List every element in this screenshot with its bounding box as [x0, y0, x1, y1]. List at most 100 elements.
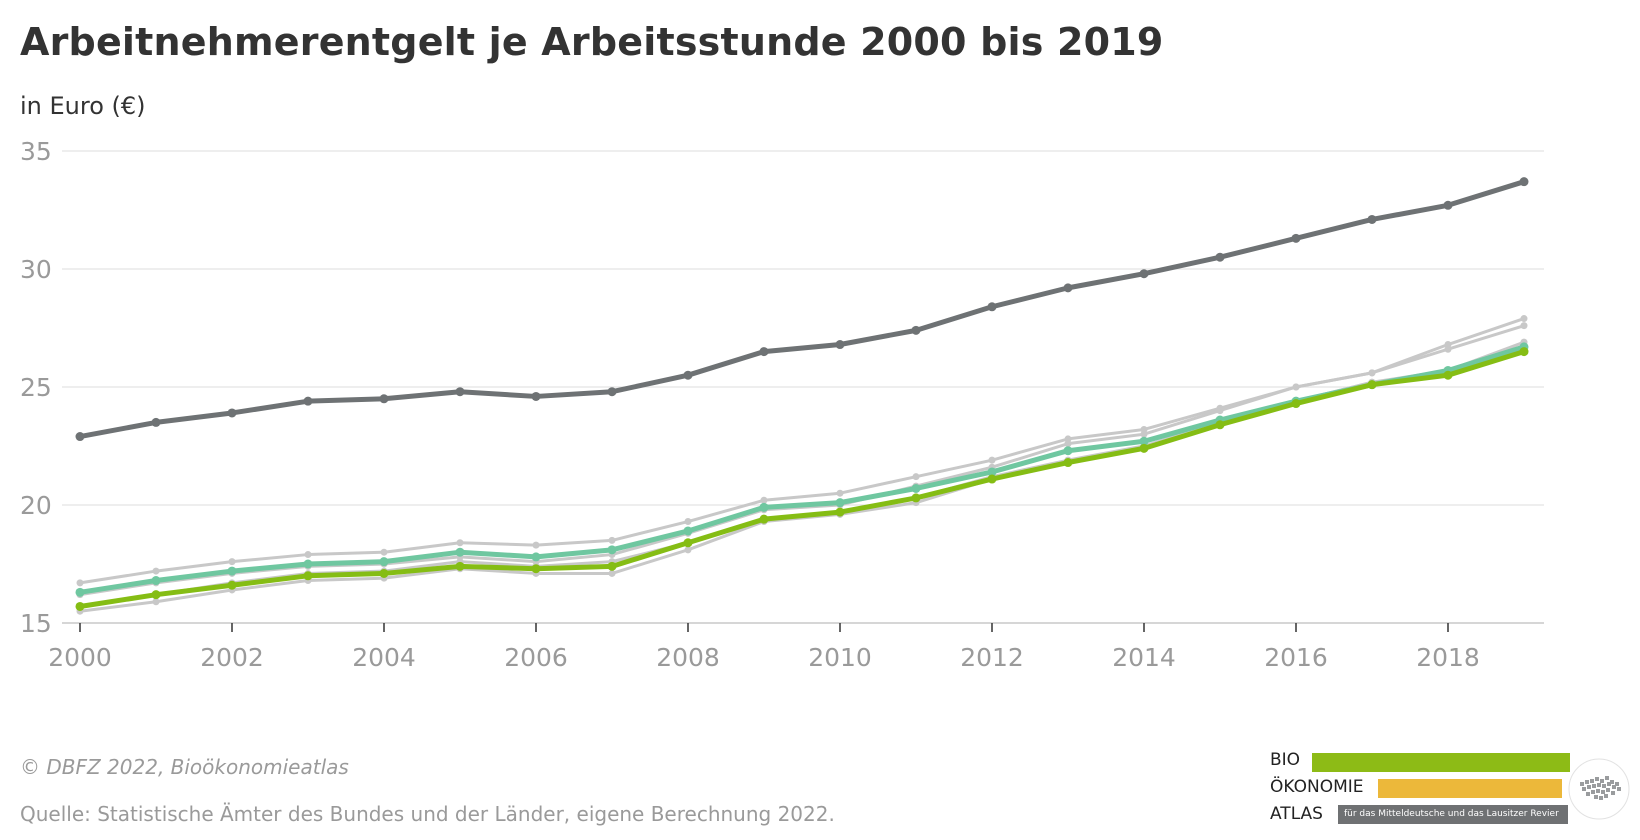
data-point [911, 483, 921, 493]
data-point [379, 568, 389, 578]
x-tick-label: 2012 [960, 643, 1024, 672]
copyright-note: © DBFZ 2022, Bioökonomieatlas [20, 755, 349, 779]
data-point [911, 493, 921, 503]
logo-word-atlas: ATLAS [1270, 804, 1323, 824]
logo-bar-yellow [1378, 779, 1562, 798]
data-point [836, 489, 844, 497]
x-tick-label: 2014 [1112, 643, 1176, 672]
x-tick-label: 2000 [48, 643, 112, 672]
data-point [683, 538, 693, 548]
data-point [151, 576, 161, 586]
data-point [455, 547, 465, 557]
data-point [227, 566, 237, 576]
y-axis-labels: 15 20 25 30 35 [20, 137, 52, 638]
x-tick-label: 2006 [504, 643, 568, 672]
series-line [77, 179, 1527, 440]
series-line [77, 349, 1527, 609]
data-point [1443, 200, 1453, 210]
data-point [911, 325, 921, 335]
data-point [683, 370, 693, 380]
chart-title: Arbeitnehmerentgelt je Arbeitsstunde 200… [20, 20, 1164, 64]
data-point [759, 347, 769, 357]
data-point [75, 432, 85, 442]
series-line [78, 340, 1526, 613]
data-point [75, 587, 85, 597]
data-point [379, 394, 389, 404]
series-1 [76, 315, 1528, 587]
data-point [1139, 269, 1149, 279]
data-point [1139, 443, 1149, 453]
y-tick-label: 20 [20, 491, 52, 520]
data-point [1216, 407, 1224, 415]
data-point [1063, 458, 1073, 468]
x-tick-label: 2010 [808, 643, 872, 672]
y-tick-label: 30 [20, 255, 52, 284]
data-point [151, 590, 161, 600]
data-point [303, 559, 313, 569]
x-axis-labels: 2000 2002 2004 2006 2008 2010 2012 2014 2016 2018 [48, 643, 1480, 672]
data-point [1139, 436, 1149, 446]
data-point [608, 569, 616, 577]
data-point [988, 456, 996, 464]
data-point [835, 340, 845, 350]
data-point [151, 417, 161, 427]
logo-word-bio: BIO [1270, 750, 1301, 770]
data-point [1140, 430, 1148, 438]
data-point [607, 545, 617, 555]
data-point [227, 408, 237, 418]
series-line [77, 344, 1527, 595]
data-point [303, 396, 313, 406]
chart-series [75, 177, 1529, 615]
logo-bar-green [1312, 753, 1570, 772]
data-point [1367, 214, 1377, 224]
data-point [456, 539, 464, 547]
x-axis [79, 623, 1449, 632]
data-point [987, 302, 997, 312]
data-point [1292, 383, 1300, 391]
logo-tagline: für das Mitteldeutsche und das Lausitzer… [1338, 805, 1568, 824]
x-tick-label: 2018 [1416, 643, 1480, 672]
data-point [532, 541, 540, 549]
data-point [531, 564, 541, 574]
y-tick-label: 35 [20, 137, 52, 166]
data-point [1064, 440, 1072, 448]
data-point [227, 580, 237, 590]
data-point [531, 552, 541, 562]
data-point [1367, 380, 1377, 390]
data-point [380, 548, 388, 556]
data-point [531, 391, 541, 401]
data-point [1520, 315, 1528, 323]
data-point [1063, 446, 1073, 456]
source-note: Quelle: Statistische Ämter des Bundes un… [20, 802, 835, 826]
data-point [455, 561, 465, 571]
x-tick-label: 2002 [200, 643, 264, 672]
data-point [1368, 369, 1376, 377]
data-point [835, 498, 845, 508]
data-point [759, 514, 769, 524]
data-point [835, 507, 845, 517]
data-point [379, 557, 389, 567]
x-tick-label: 2016 [1264, 643, 1328, 672]
chart-subtitle: in Euro (€) [20, 92, 146, 120]
data-point [608, 536, 616, 544]
data-point [1215, 252, 1225, 262]
x-tick-label: 2004 [352, 643, 416, 672]
region-map-icon [1568, 758, 1630, 820]
data-point [1520, 322, 1528, 330]
data-point [76, 579, 84, 587]
data-point [683, 526, 693, 536]
data-point [1519, 347, 1529, 357]
y-tick-label: 25 [20, 373, 52, 402]
data-point [1063, 283, 1073, 293]
series-7 [75, 177, 1529, 442]
data-point [987, 467, 997, 477]
series-6 [75, 347, 1529, 611]
data-point [684, 546, 692, 554]
data-point [1519, 177, 1529, 187]
data-point [987, 474, 997, 484]
grid-lines [62, 150, 1544, 624]
data-point [152, 598, 160, 606]
data-point [912, 473, 920, 481]
data-point [75, 601, 85, 611]
